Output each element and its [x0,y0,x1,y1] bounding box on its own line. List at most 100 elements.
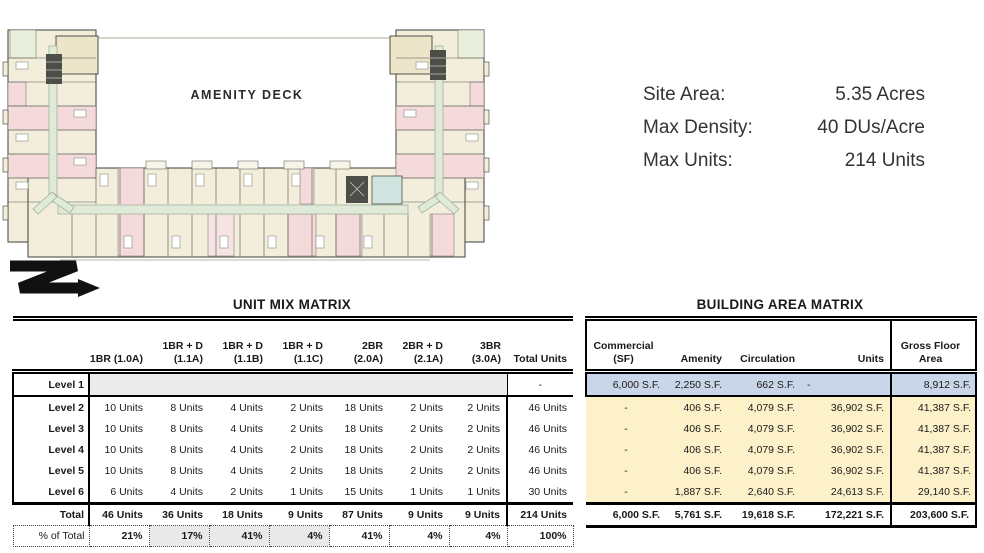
umx-cell: 8 Units [170,422,203,435]
bam-cell: - [586,439,666,460]
bam-gfa-cell: 41,387 S.F. [890,418,977,439]
building-area-table: Commercial (SF) Amenity Circulation Units… [585,316,977,528]
row-label: % of Total [12,525,90,547]
umx-cell: 4% [448,525,508,547]
umx-cell: 4 Units [230,464,263,477]
umx-cell: 4% [388,525,450,547]
umx-cell: 18 Units [209,502,269,526]
max-density-row: Max Density: 40 DUs/Acre [643,111,925,144]
header-cell: 3BR (3.0A) [449,316,507,374]
unit-mix-row-level-3: Level 3 10 Units 8 Units 4 Units 2 Units… [12,418,573,439]
unit-mix-header-row: 1BR (1.0A) 1BR + D (1.1A) 1BR + D (1.1B) 1… [13,316,573,374]
umx-cell: 2 Units [449,418,508,439]
row-label: Total [13,502,90,526]
umx-total-cell: 46 Units [528,443,567,456]
site-area-value: 5.35 Acres [835,84,925,105]
umx-cell: 10 Units [104,464,143,477]
umx-total-cell: 46 Units [528,422,567,435]
header-cell: Commercial (SF) [585,316,666,374]
bam-cell: 5,761 S.F. [666,502,728,528]
umx-cell: 8 Units [170,464,203,477]
site-area-row: Site Area: 5.35 Acres [643,78,925,111]
umx-total-cell: - [538,378,543,391]
umx-cell: 1 Units [410,485,443,498]
header-cell: 2BR (2.0A) [329,316,389,374]
bam-gfa-cell: 8,912 S.F. [890,371,977,397]
umx-cell: 87 Units [329,502,389,526]
bam-cell: 4,079 S.F. [728,418,801,439]
bam-cell: 406 S.F. [666,396,728,418]
unit-mix-row-level-6: Level 6 6 Units 4 Units 2 Units 1 Units … [12,481,573,504]
bam-cell: - [586,460,666,481]
bam-cell: 19,618 S.F. [728,502,801,528]
bam-cell: 406 S.F. [666,439,728,460]
building-area-header-row: Commercial (SF) Amenity Circulation Units… [585,316,977,374]
umx-total-cell: 46 Units [528,464,567,477]
unit-mix-matrix: UNIT MIX MATRIX 1BR (1.0A) 1BR + D (1.1A)… [12,296,574,547]
header-cell: 1BR (1.0A) [89,316,149,374]
amenity-deck-label: AMENITY DECK [191,88,304,102]
bam-cell: 36,902 S.F. [801,418,891,439]
umx-cell: 8 Units [149,395,209,418]
umx-total-cell: 46 Units [507,395,573,418]
umx-cell: 4 Units [170,485,203,498]
unit-mix-percent-row: % of Total 21% 17% 41% 4% 41% 4% 4% 100% [12,525,574,547]
umx-cell: 2 Units [230,485,263,498]
umx-cell: 2 Units [449,395,508,418]
header-cell: Gross Floor Area [890,316,977,374]
bam-cell: - [586,418,666,439]
umx-cell: 15 Units [344,485,383,498]
floor-plan: AMENITY DECK [2,29,490,297]
umx-cell: 4 Units [230,443,263,456]
max-density-value: 40 DUs/Acre [817,117,925,138]
umx-cell: 21% [88,525,150,547]
row-label: Level 3 [12,418,90,439]
amenity-deck-area [95,37,403,171]
bam-cell: 1,887 S.F. [666,481,728,504]
bam-cell: 4,079 S.F. [728,396,801,418]
row-label: Level 5 [12,460,90,481]
bam-cell: 36,902 S.F. [801,460,891,481]
bam-gfa-cell: 41,387 S.F. [890,439,977,460]
umx-cell: 46 Units [89,502,149,526]
bam-cell: 36,902 S.F. [801,439,891,460]
umx-cell: 2 Units [410,464,443,477]
umx-total-cell: 100% [506,525,574,547]
umx-cell: 4 Units [230,422,263,435]
header-cell: 1BR + D (1.1C) [269,316,329,374]
umx-cell: 2 Units [410,422,443,435]
umx-cell: 2 Units [449,439,508,460]
bam-cell: 172,221 S.F. [801,502,891,528]
site-info: Site Area: 5.35 Acres Max Density: 40 DU… [643,78,925,177]
level-1-empty-cell [88,371,508,397]
bam-cell: 4,079 S.F. [728,460,801,481]
unit-mix-row-level-1: Level 1 - [12,370,573,397]
amenity-room [371,175,403,205]
umx-cell: 36 Units [149,502,209,526]
north-arrow-icon [10,260,100,297]
max-density-label: Max Density: [643,117,753,138]
umx-cell: 1 Units [449,481,508,504]
row-label: Level 2 [12,395,90,418]
umx-cell: 1 Units [290,485,323,498]
building-area-row-level-1: 6,000 S.F. 2,250 S.F. 662 S.F. - 8,912 S… [585,371,977,397]
bam-cell: 24,613 S.F. [801,481,891,504]
row-label: Level 1 [12,370,90,397]
bam-cell: 2,250 S.F. [666,371,728,397]
header-cell: Total Units [507,316,573,374]
building-area-row-level-5: - 406 S.F. 4,079 S.F. 36,902 S.F. 41,387… [586,460,977,481]
bam-cell: 6,000 S.F. [586,502,666,528]
max-units-value: 214 Units [844,150,925,171]
umx-total-cell: 214 Units [507,502,573,526]
building-area-row-level-6: - 1,887 S.F. 2,640 S.F. 24,613 S.F. 29,1… [586,481,977,504]
umx-cell: 2 Units [449,460,508,481]
umx-cell: 9 Units [449,502,508,526]
bam-cell: - [586,481,666,504]
umx-cell: 18 Units [344,422,383,435]
bam-cell: - [801,371,891,397]
building-area-matrix: BUILDING AREA MATRIX Commercial (SF) Amen… [585,296,977,528]
umx-cell: 18 Units [329,395,389,418]
header-cell: 1BR + D (1.1B) [209,316,269,374]
umx-cell: 2 Units [290,422,323,435]
umx-cell: 2 Units [290,443,323,456]
